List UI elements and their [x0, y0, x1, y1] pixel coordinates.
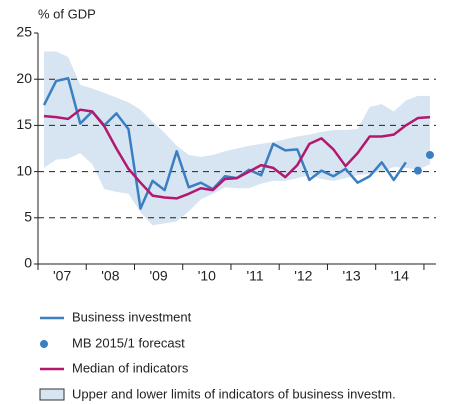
- legend-label: Business investment: [72, 309, 192, 324]
- series-line: [43, 108, 431, 200]
- band: [44, 51, 430, 226]
- x-tick-label: '10: [198, 268, 216, 284]
- y-tick-label: 20: [16, 70, 32, 86]
- y-tick-label: 5: [24, 209, 32, 225]
- legend-label: Upper and lower limits of indicators of …: [72, 386, 396, 401]
- forecast-dot: [413, 166, 422, 175]
- x-tick-label: '14: [391, 268, 409, 284]
- legend-label: Median of indicators: [72, 360, 189, 375]
- x-tick-label: '07: [53, 268, 71, 284]
- chart-title: % of GDP: [38, 6, 96, 21]
- forecast-dot: [425, 150, 434, 159]
- legend-swatch: [40, 340, 48, 348]
- y-tick-label: 25: [16, 24, 32, 40]
- x-tick-label: '11: [246, 268, 263, 284]
- legend-label: MB 2015/1 forecast: [72, 335, 185, 350]
- y-tick-label: 0: [24, 255, 32, 271]
- y-tick-label: 15: [16, 116, 32, 132]
- x-tick-label: '08: [101, 268, 119, 284]
- x-tick-label: '09: [149, 268, 167, 284]
- legend-swatch: [39, 388, 65, 401]
- y-tick-label: 10: [16, 162, 32, 178]
- x-tick-label: '12: [294, 268, 312, 284]
- x-tick-label: '13: [342, 268, 360, 284]
